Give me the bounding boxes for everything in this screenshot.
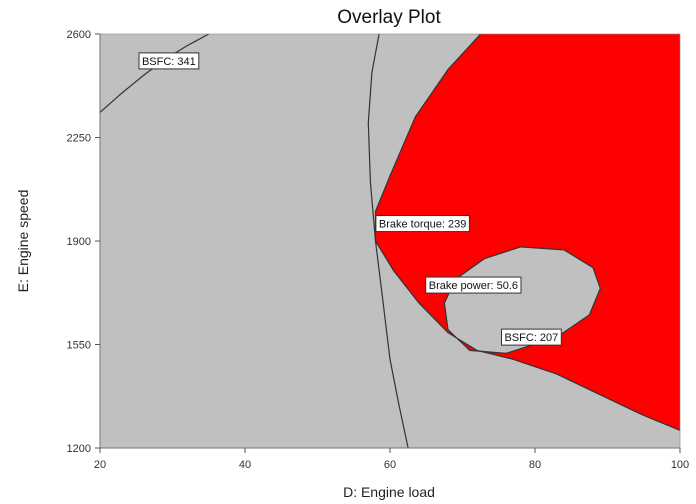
brake-power-50-6-contour bbox=[374, 34, 680, 431]
brake-power-50-6-label: Brake power: 50.6 bbox=[425, 276, 522, 294]
x-axis-ticks: 20 40 60 80 100 bbox=[94, 448, 689, 471]
y-tick-label: 2600 bbox=[67, 29, 91, 41]
plot-area bbox=[99, 33, 681, 449]
contour-label-box bbox=[138, 52, 200, 70]
y-axis-ticks: 1200 1550 1900 2250 2600 bbox=[67, 29, 100, 455]
feasible-region bbox=[375, 34, 680, 431]
contour-label-box bbox=[425, 276, 522, 294]
x-tick-label: 60 bbox=[384, 459, 396, 471]
chart-title: Overlay Plot bbox=[337, 7, 441, 28]
x-tick-label: 100 bbox=[671, 459, 689, 471]
bsfc-341-label: BSFC: 341 bbox=[138, 52, 200, 70]
y-tick-label: 1550 bbox=[67, 340, 91, 352]
x-tick-label: 40 bbox=[239, 459, 251, 471]
contour-label-text: Brake torque: 239 bbox=[379, 219, 466, 231]
contour-label-box bbox=[375, 215, 470, 233]
contour-labels: BSFC: 341 Brake torque: 239 Brake power: 5… bbox=[138, 52, 562, 346]
contour-label-text: BSFC: 341 bbox=[142, 56, 196, 68]
y-tick-label: 1900 bbox=[67, 236, 91, 248]
bsfc-207-label: BSFC: 207 bbox=[501, 328, 562, 346]
x-axis-label: D: Engine load bbox=[343, 484, 435, 500]
x-tick-label: 80 bbox=[529, 459, 541, 471]
brake-torque-239-label: Brake torque: 239 bbox=[375, 215, 470, 233]
bsfc-207-contour bbox=[443, 246, 601, 355]
contour-label-text: BSFC: 207 bbox=[504, 332, 558, 344]
y-tick-label: 1200 bbox=[67, 443, 91, 455]
y-tick-label: 2250 bbox=[67, 133, 91, 145]
y-axis-label: E: Engine speed bbox=[15, 190, 31, 293]
contour-label-box bbox=[501, 328, 562, 346]
x-tick-label: 20 bbox=[94, 459, 106, 471]
contour-label-text: Brake power: 50.6 bbox=[429, 280, 518, 292]
